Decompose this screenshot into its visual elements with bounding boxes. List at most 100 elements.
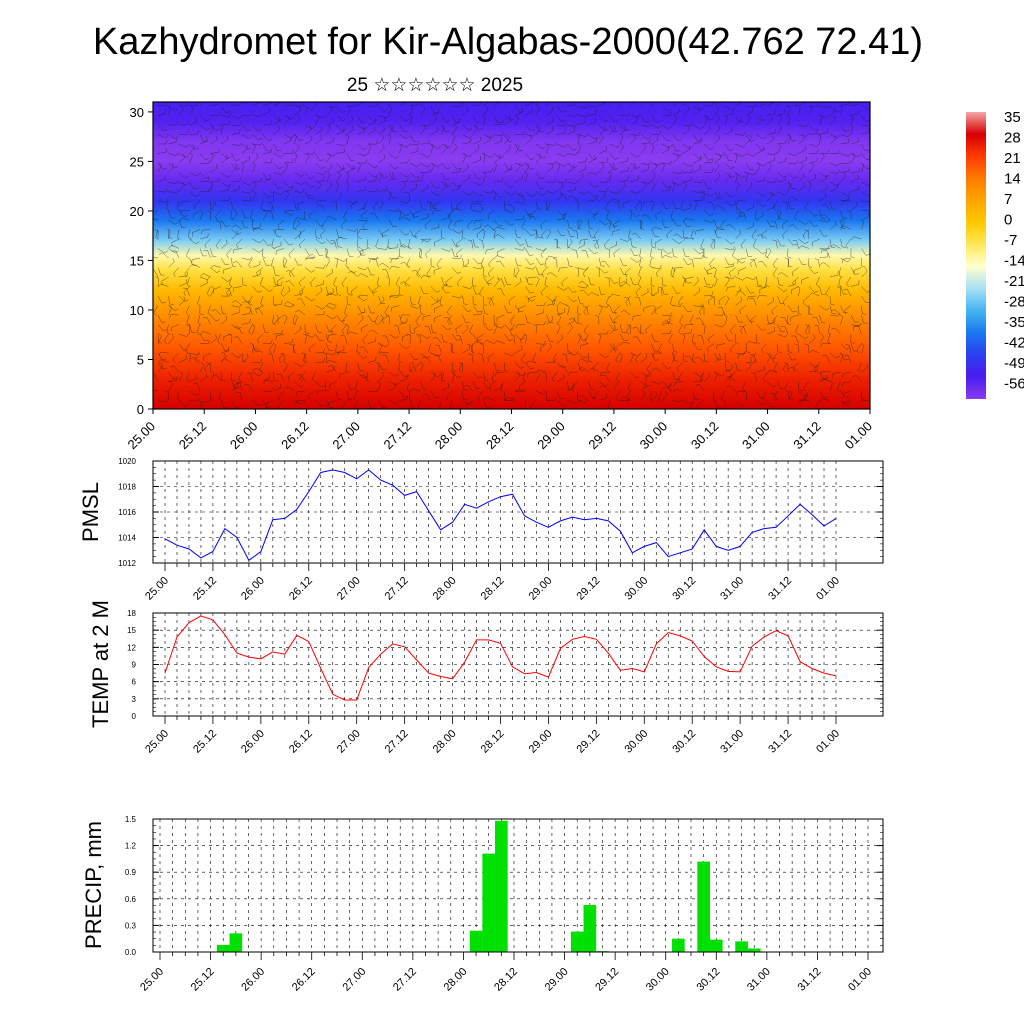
pressure-y-tick-label: 1014 xyxy=(118,534,136,543)
precipitation-x-tick-label: 28.00 xyxy=(442,966,470,994)
cross-section-x-tick-label: 31.12 xyxy=(790,419,824,453)
temperature-x-tick-label: 01.00 xyxy=(814,728,842,756)
colorbar-label: -35 xyxy=(1004,314,1024,331)
temperature-ylabel: TEMP at 2 M xyxy=(88,600,113,728)
pressure-y-tick-label: 1016 xyxy=(118,508,136,517)
precipitation-x-tick-label: 30.12 xyxy=(694,966,722,994)
pressure-x-tick-label: 31.00 xyxy=(718,575,746,603)
pressure-axes: 1012 1014 1016 1018 1020 25.00 25.12 26.00 26.12… xyxy=(118,457,883,603)
temperature-x-tick-label: 29.00 xyxy=(527,728,555,756)
precipitation-x-tick-label: 29.12 xyxy=(593,966,621,994)
pressure-x-tick-label: 31.12 xyxy=(766,575,794,603)
cross-section-x-tick-label: 01.00 xyxy=(842,419,876,453)
colorbar-labels: 35 28 21 14 7 0 -7 -14 -21 -28 -35 -42 -49 -56 xyxy=(1004,109,1024,393)
temperature-y-tick-label: 3 xyxy=(132,695,137,704)
pressure-x-tick-label: 29.12 xyxy=(575,575,603,603)
cross-section-x-tick-label: 25.12 xyxy=(176,419,210,453)
colorbar-label: -14 xyxy=(1004,253,1024,270)
precipitation-ylabel: PRECIP, mm xyxy=(81,821,106,949)
cross-section-y-tick-label: 25 xyxy=(130,154,144,169)
cross-section-y-axis: 0 5 10 15 20 25 30 xyxy=(130,105,153,417)
wind-barb-layer xyxy=(153,102,870,409)
precipitation-x-tick-label: 28.12 xyxy=(492,966,520,994)
cross-section-x-tick-label: 29.00 xyxy=(534,419,568,453)
temperature-x-tick-label: 31.00 xyxy=(718,728,746,756)
temperature-y-tick-label: 12 xyxy=(127,643,136,652)
cross-section-y-tick-label: 5 xyxy=(137,352,144,367)
precipitation-bar xyxy=(709,939,723,952)
temperature-x-tick-label: 30.12 xyxy=(670,728,698,756)
temperature-x-tick-label: 27.12 xyxy=(383,728,411,756)
cross-section-y-tick-label: 30 xyxy=(130,105,144,120)
precipitation-x-tick-label: 27.00 xyxy=(340,966,368,994)
temperature-line xyxy=(164,615,837,701)
precipitation-y-tick-label: 1.2 xyxy=(125,842,137,851)
pressure-x-tick-label: 30.00 xyxy=(622,575,650,603)
cross-section-field xyxy=(153,102,870,409)
cross-section-y-tick-label: 10 xyxy=(130,303,144,318)
temperature-x-tick-label: 29.12 xyxy=(575,728,603,756)
precipitation-y-tick-label: 0.6 xyxy=(125,895,137,904)
cross-section-x-tick-label: 26.00 xyxy=(227,419,261,453)
temperature-y-tick-label: 0 xyxy=(132,712,137,721)
cross-section-x-tick-label: 30.12 xyxy=(688,419,722,453)
precipitation-bars xyxy=(216,820,761,952)
temperature-x-tick-label: 28.12 xyxy=(479,728,507,756)
cross-section-x-tick-label: 29.12 xyxy=(585,419,619,453)
colorbar-ramp xyxy=(966,112,986,399)
pressure-x-tick-label: 30.12 xyxy=(670,575,698,603)
precipitation-bar xyxy=(583,905,597,952)
precipitation-x-tick-label: 26.00 xyxy=(239,966,267,994)
temperature-x-tick-label: 25.00 xyxy=(143,728,171,756)
colorbar-label: -56 xyxy=(1004,376,1024,393)
pressure-x-tick-label: 26.00 xyxy=(239,575,267,603)
colorbar-label: -28 xyxy=(1004,294,1024,311)
temperature-y-tick-label: 9 xyxy=(132,661,137,670)
precipitation-bar xyxy=(697,861,710,952)
pressure-y-tick-label: 1018 xyxy=(118,483,136,492)
precipitation-x-tick-label: 25.00 xyxy=(138,966,166,994)
cross-section-x-tick-label: 30.00 xyxy=(637,419,671,453)
cross-section-x-tick-label: 26.12 xyxy=(278,419,312,453)
pressure-x-tick-label: 28.12 xyxy=(479,575,507,603)
colorbar-label: 21 xyxy=(1004,150,1021,167)
pressure-x-tick-label: 25.00 xyxy=(143,575,171,603)
colorbar-label: -42 xyxy=(1004,335,1024,352)
precipitation-x-tick-label: 27.12 xyxy=(391,966,419,994)
precipitation-y-tick-label: 0.0 xyxy=(125,948,137,957)
precipitation-x-tick-label: 30.00 xyxy=(644,966,672,994)
temperature-grid xyxy=(153,612,883,717)
precipitation-x-tick-label: 25.12 xyxy=(189,966,217,994)
temperature-y-tick-label: 6 xyxy=(132,678,137,687)
precipitation-bar xyxy=(229,933,243,952)
temperature-x-tick-label: 25.12 xyxy=(191,728,219,756)
cross-section-y-tick-label: 20 xyxy=(130,204,144,219)
temperature-x-tick-label: 26.12 xyxy=(287,728,315,756)
figure-title: Kazhydromet for Kir-Algabas-2000(42.762 … xyxy=(93,21,923,63)
temperature-x-tick-label: 31.12 xyxy=(766,728,794,756)
precipitation-x-tick-label: 01.00 xyxy=(846,966,874,994)
cross-section-x-tick-label: 25.00 xyxy=(125,419,159,453)
temperature-x-tick-label: 28.00 xyxy=(431,728,459,756)
temperature-y-tick-label: 15 xyxy=(127,626,136,635)
pressure-x-tick-label: 27.00 xyxy=(335,575,363,603)
colorbar-label: 7 xyxy=(1004,191,1012,208)
precipitation-y-tick-label: 1.5 xyxy=(125,815,137,824)
precipitation-x-tick-label: 29.00 xyxy=(543,966,571,994)
precipitation-bar xyxy=(469,930,483,952)
precipitation-x-tick-label: 26.12 xyxy=(290,966,318,994)
pressure-x-tick-label: 29.00 xyxy=(527,575,555,603)
cross-section-x-tick-label: 28.00 xyxy=(432,419,466,453)
colorbar-label: 28 xyxy=(1004,130,1021,147)
pressure-y-tick-label: 1020 xyxy=(118,457,136,466)
colorbar-label: -7 xyxy=(1004,232,1017,249)
colorbar: 35 28 21 14 7 0 -7 -14 -21 -28 -35 -42 -49 -56 xyxy=(966,109,1024,399)
temperature-x-tick-label: 30.00 xyxy=(622,728,650,756)
cross-section-x-tick-label: 27.12 xyxy=(381,419,415,453)
cross-section-y-tick-label: 0 xyxy=(137,402,144,417)
pressure-x-tick-label: 26.12 xyxy=(287,575,315,603)
precipitation-grid xyxy=(153,818,883,953)
precipitation-bar xyxy=(747,948,761,952)
cross-section-x-tick-label: 27.00 xyxy=(329,419,363,453)
precipitation-bar xyxy=(735,941,748,952)
